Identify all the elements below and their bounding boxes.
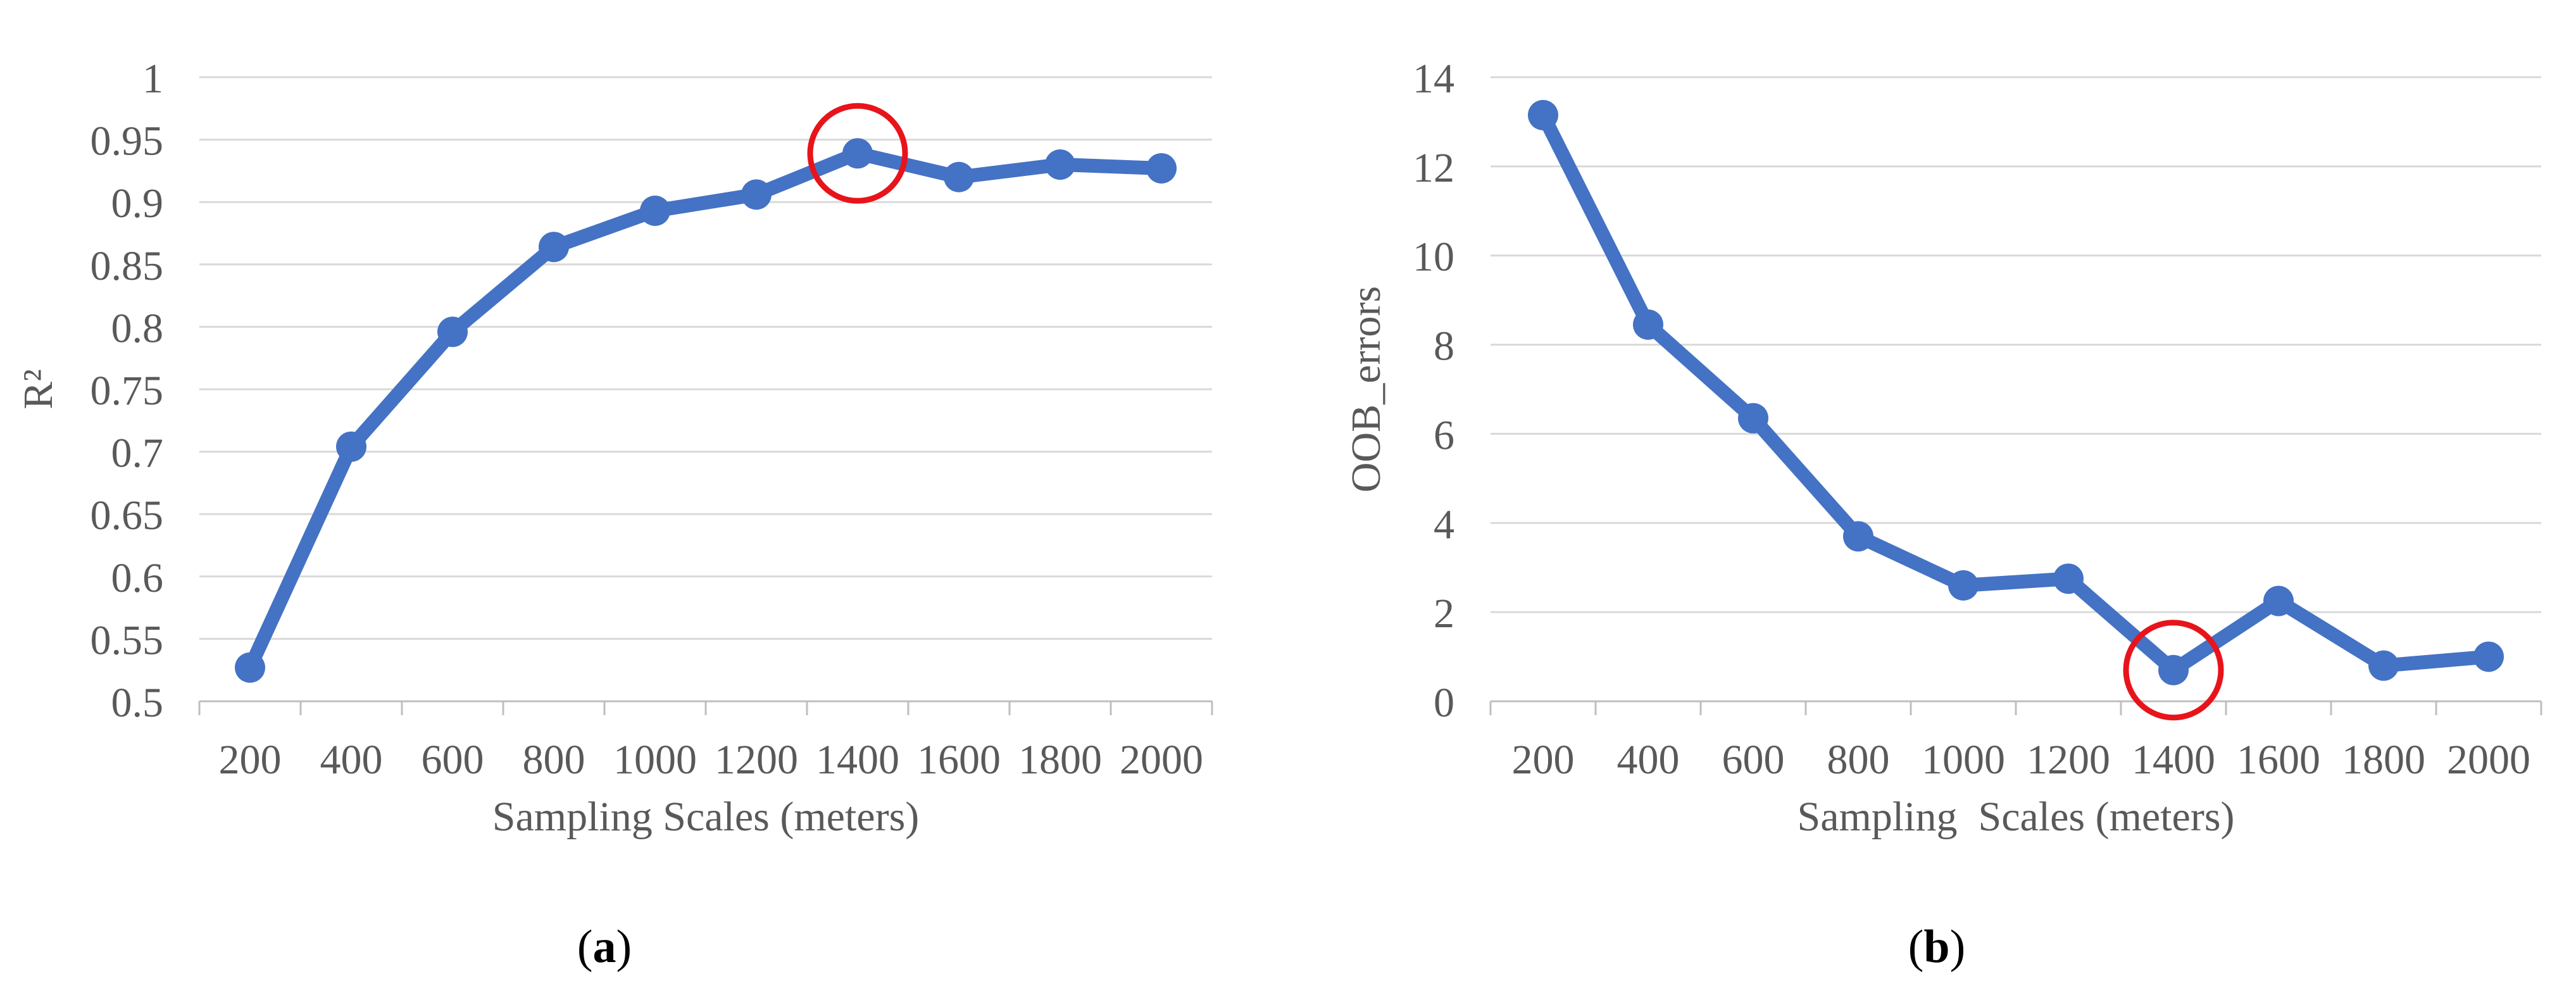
y-tick-label: 0.75 — [91, 368, 164, 414]
x-tick-label: 800 — [1827, 737, 1890, 783]
y-tick-label: 1 — [142, 56, 163, 102]
x-tick-label: 2000 — [1120, 737, 1203, 783]
y-tick-label: 10 — [1413, 234, 1454, 280]
data-point — [1843, 521, 1873, 552]
y-tick-label: 0.65 — [91, 492, 164, 539]
data-point — [842, 138, 873, 169]
data-point — [2158, 654, 2189, 685]
x-axis-label: Sampling Scales (meters) — [1797, 794, 2234, 840]
x-tick-label: 1200 — [2027, 737, 2110, 783]
x-tick-label: 600 — [422, 737, 484, 783]
y-tick-label: 0.8 — [111, 305, 164, 351]
x-tick-label: 1200 — [715, 737, 798, 783]
data-point — [2473, 641, 2504, 672]
y-tick-label: 8 — [1434, 323, 1454, 370]
y-tick-label: 0.85 — [91, 243, 164, 289]
y-tick-label: 14 — [1413, 56, 1454, 102]
y-tick-label: 0.5 — [111, 680, 164, 726]
y-tick-label: 0 — [1434, 680, 1454, 726]
x-tick-label: 400 — [1617, 737, 1680, 783]
y-tick-label: 6 — [1434, 412, 1454, 458]
x-tick-label: 1800 — [2342, 737, 2425, 783]
x-tick-label: 1000 — [613, 737, 697, 783]
data-point — [1528, 99, 1558, 130]
y-tick-label: 12 — [1413, 145, 1454, 191]
y-tick-label: 0.7 — [111, 430, 164, 477]
x-tick-label: 200 — [219, 737, 282, 783]
data-point — [539, 232, 569, 263]
data-point — [2368, 650, 2399, 681]
y-axis-label: OOB_errors — [1343, 286, 1389, 492]
data-point — [1146, 153, 1177, 184]
x-tick-label: 1400 — [2132, 737, 2215, 783]
data-point — [336, 431, 366, 462]
y-tick-label: 2 — [1434, 591, 1454, 637]
y-tick-label: 0.6 — [111, 555, 164, 601]
x-tick-label: 600 — [1722, 737, 1785, 783]
y-tick-label: 0.95 — [91, 118, 164, 165]
data-point — [1738, 403, 1768, 434]
y-tick-label: 0.9 — [111, 180, 164, 227]
x-tick-label: 800 — [523, 737, 585, 783]
x-axis-label: Sampling Scales (meters) — [492, 794, 920, 840]
data-point — [235, 652, 265, 683]
data-point — [2053, 563, 2084, 594]
y-tick-label: 0.55 — [91, 617, 164, 663]
series-line — [243, 146, 1168, 675]
highlight-circle — [807, 103, 908, 204]
data-point — [640, 196, 670, 227]
x-tick-label: 1600 — [917, 737, 1001, 783]
data-point — [437, 316, 468, 347]
data-point — [1633, 309, 1663, 340]
data-point — [1045, 149, 1075, 180]
data-point — [1948, 570, 1979, 601]
data-point — [741, 179, 772, 210]
y-tick-label: 4 — [1434, 501, 1454, 547]
panel-caption: (a) — [577, 921, 632, 973]
x-tick-label: 1800 — [1018, 737, 1102, 783]
x-tick-label: 2000 — [2447, 737, 2530, 783]
y-axis-label: R² — [15, 369, 61, 410]
highlight-circle — [2123, 620, 2224, 721]
data-point — [944, 161, 974, 192]
series-line — [1536, 108, 2496, 677]
data-point — [2263, 585, 2294, 616]
x-tick-label: 200 — [1512, 737, 1575, 783]
panel-caption: (b) — [1908, 921, 1965, 973]
chart-panel-b: 0 2 4 6 8 10 12 14 200 400 600 800 1000 1200 1400 1600 1… — [1343, 56, 2542, 973]
x-tick-label: 1400 — [816, 737, 899, 783]
x-tick-label: 1600 — [2237, 737, 2320, 783]
x-tick-label: 1000 — [1922, 737, 2005, 783]
x-tick-label: 400 — [320, 737, 383, 783]
